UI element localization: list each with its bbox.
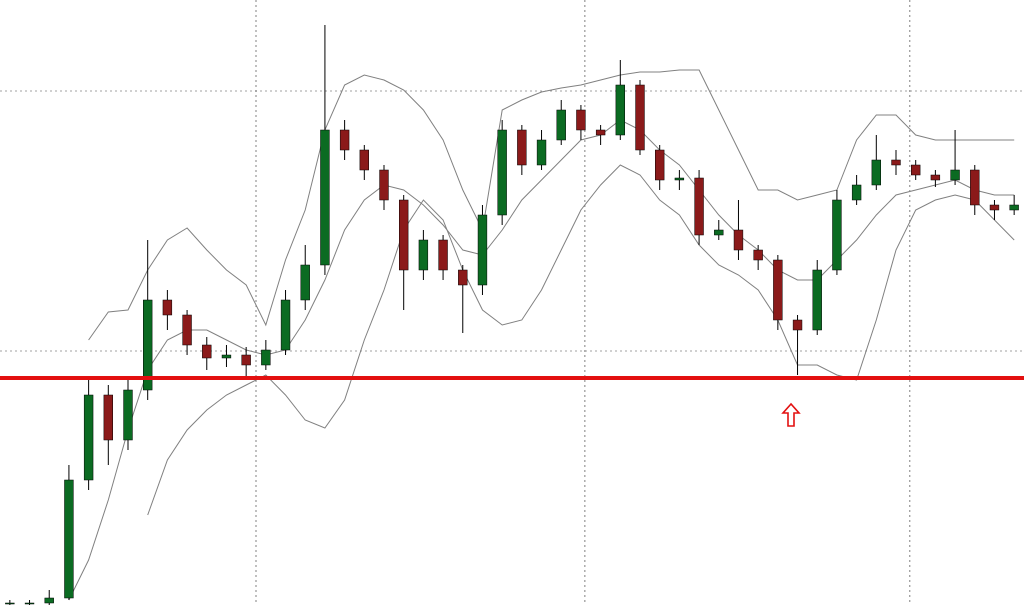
- candle-body: [162, 299, 173, 316]
- candle-body: [497, 129, 507, 216]
- candle-body: [556, 109, 566, 141]
- candle-body: [83, 394, 94, 481]
- candle-body: [714, 229, 724, 236]
- candle-body: [694, 177, 704, 236]
- up-arrow: [781, 402, 801, 427]
- candles: [5, 25, 1019, 605]
- candle-body: [24, 602, 35, 605]
- candle-body: [635, 84, 645, 151]
- candle-body: [221, 354, 232, 359]
- candle-body: [517, 129, 527, 166]
- candle-body: [143, 299, 153, 391]
- candle-body: [595, 129, 606, 136]
- candle-body: [418, 239, 429, 271]
- candle-body: [930, 174, 941, 181]
- candle-body: [477, 214, 488, 286]
- band-line: [88, 69, 1015, 341]
- candle-body: [438, 239, 448, 271]
- candle-body: [674, 177, 685, 181]
- candle-body: [339, 129, 350, 151]
- candle-body: [458, 269, 468, 286]
- candle-body: [320, 129, 330, 266]
- candle-body: [64, 479, 74, 599]
- candle-body: [576, 109, 586, 131]
- candle-body: [851, 184, 862, 201]
- candle-body: [1009, 204, 1019, 211]
- candle-body: [773, 259, 783, 321]
- candle-body: [123, 389, 133, 441]
- candle-body: [280, 299, 291, 351]
- bollinger-bands: [68, 69, 1015, 601]
- candle-body: [989, 204, 1000, 211]
- candle-body: [241, 354, 251, 366]
- candle-body: [891, 159, 901, 166]
- candle-body: [950, 169, 960, 181]
- candle-body: [359, 149, 369, 171]
- candle-body: [536, 139, 547, 166]
- candle-body: [812, 269, 822, 331]
- candle-body: [261, 349, 271, 366]
- candle-body: [182, 314, 192, 346]
- band-line: [147, 164, 1015, 516]
- candle-body: [911, 164, 921, 176]
- candle-body: [379, 169, 389, 201]
- candle-body: [871, 159, 881, 186]
- candle-body: [733, 229, 744, 251]
- candle-body: [399, 199, 409, 271]
- candle-body: [300, 264, 310, 301]
- candle-body: [202, 344, 212, 359]
- candle-body: [103, 394, 113, 441]
- candle-body: [832, 199, 842, 271]
- candle-body: [753, 249, 763, 261]
- candle-body: [615, 84, 625, 136]
- band-line: [68, 119, 1015, 601]
- candle-body: [970, 169, 980, 206]
- candle-body: [44, 597, 54, 604]
- candle-body: [655, 149, 665, 181]
- candle-body: [5, 602, 15, 605]
- candle-body: [792, 319, 803, 331]
